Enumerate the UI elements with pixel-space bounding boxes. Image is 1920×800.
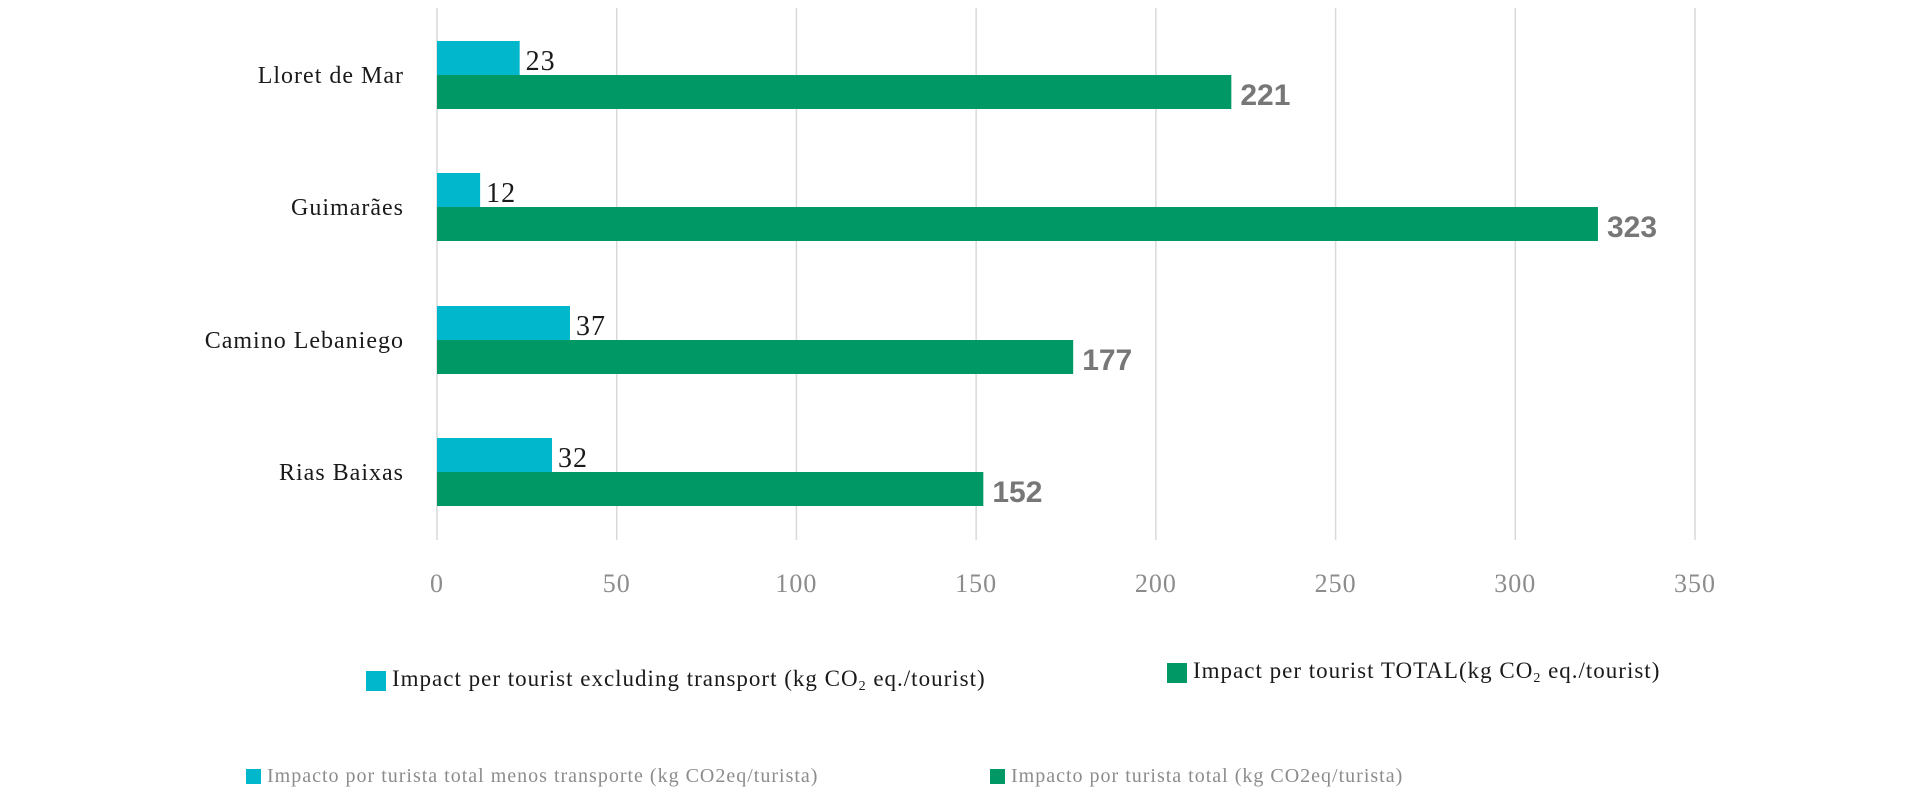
bar-excluding-transport <box>437 173 481 207</box>
x-tick-label: 300 <box>1494 569 1536 598</box>
bar-total <box>437 75 1232 109</box>
x-tick-label: 250 <box>1315 569 1357 598</box>
bar-excluding-transport <box>437 306 570 340</box>
legend-label-total: Impact per tourist TOTAL(kg CO2 eq./tour… <box>1193 658 1661 686</box>
x-axis-ticks: 0 50 100 150 200 250 300 350 <box>430 569 1716 598</box>
legend-item-excluding-transport: Impact per tourist excluding transport (… <box>366 666 986 695</box>
data-label-total: 221 <box>1240 79 1290 112</box>
category-label: Guimarães <box>291 195 404 221</box>
bar-total <box>437 207 1598 241</box>
x-tick-label: 50 <box>603 569 631 598</box>
legend-label-es-total: Impacto por turista total (kg CO2eq/turi… <box>1011 765 1404 787</box>
bars <box>437 41 1598 506</box>
legend-swatch-cyan-es <box>246 769 261 784</box>
legend-item-total: Impact per tourist TOTAL(kg CO2 eq./tour… <box>1167 658 1660 687</box>
category-label: Camino Lebaniego <box>205 328 404 354</box>
data-label-excluding-transport: 37 <box>576 311 606 342</box>
legend-item-es-excluding: Impacto por turista total menos transpor… <box>246 765 818 788</box>
data-label-total: 152 <box>992 476 1042 509</box>
x-tick-label: 150 <box>955 569 997 598</box>
legend-swatch-cyan <box>366 670 386 691</box>
legend-item-es-total: Impacto por turista total (kg CO2eq/turi… <box>990 765 1403 788</box>
bar-excluding-transport <box>437 41 520 75</box>
legend-swatch-green <box>1167 662 1187 683</box>
category-axis: Lloret de Mar Guimarães Camino Lebaniego Ri… <box>205 8 438 540</box>
legend-swatch-green-es <box>990 769 1005 784</box>
data-label-excluding-transport: 23 <box>526 46 556 77</box>
data-label-excluding-transport: 12 <box>486 178 516 209</box>
legend-label-excluding-transport: Impact per tourist excluding transport (… <box>392 666 986 694</box>
bar-total <box>437 340 1074 374</box>
x-tick-label: 350 <box>1674 569 1716 598</box>
category-label: Lloret de Mar <box>258 63 404 89</box>
category-label: Rias Baixas <box>279 460 404 486</box>
data-labels: 23 221 12 323 37 177 32 152 <box>486 46 1657 509</box>
x-tick-label: 100 <box>775 569 817 598</box>
x-tick-label: 200 <box>1135 569 1177 598</box>
data-label-total: 323 <box>1607 211 1657 244</box>
x-tick-label: 0 <box>430 569 444 598</box>
bar-excluding-transport <box>437 438 553 472</box>
bar-total <box>437 472 984 506</box>
data-label-excluding-transport: 32 <box>558 443 588 474</box>
legend-label-es-excluding: Impacto por turista total menos transpor… <box>267 765 819 787</box>
data-label-total: 177 <box>1082 344 1132 377</box>
